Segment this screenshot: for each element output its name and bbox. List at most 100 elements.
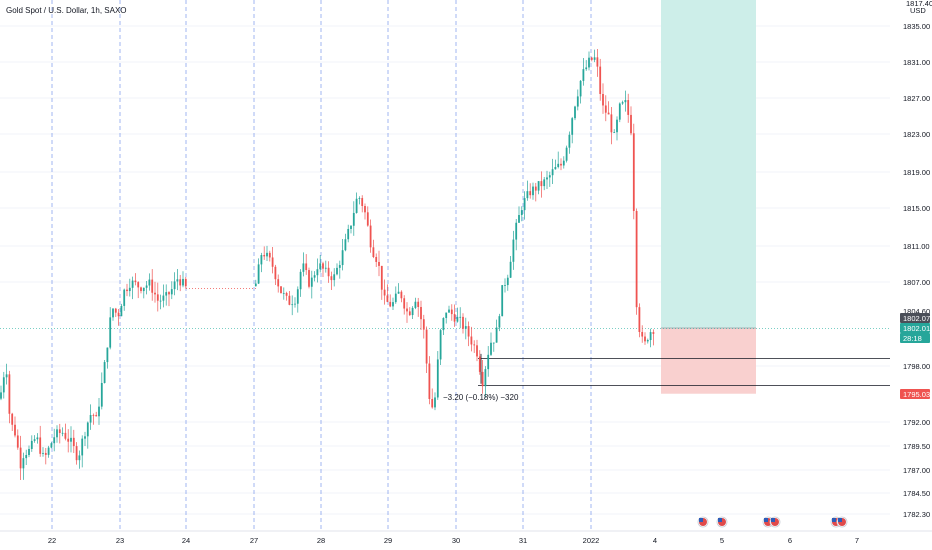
- candle-body: [36, 437, 39, 440]
- candle-body: [442, 318, 445, 331]
- price-tick-label: 1835.00: [903, 22, 930, 31]
- candle-body: [16, 435, 19, 448]
- drawing-lines[interactable]: [0, 288, 890, 387]
- candle-body: [114, 308, 117, 313]
- candle-body: [86, 422, 89, 437]
- price-tag-label: 28:18: [903, 334, 922, 343]
- grid: [0, 0, 890, 531]
- candle-body: [554, 166, 557, 170]
- candle-body: [635, 210, 638, 308]
- candle-body: [406, 308, 408, 312]
- time-tick-label: 28: [317, 536, 325, 545]
- candle-body: [336, 267, 338, 275]
- flag-canton: [699, 518, 703, 522]
- candle-body: [103, 362, 106, 383]
- price-tick-label: 1815.00: [903, 204, 930, 213]
- price-tick-label: 1792.00: [903, 418, 930, 427]
- candle-body: [386, 295, 389, 302]
- price-tag-label: 1802.07: [903, 314, 930, 323]
- candle-body: [322, 263, 324, 269]
- candle-body: [459, 316, 462, 318]
- time-tick-label: 4: [653, 536, 657, 545]
- price-tick-label: 1831.00: [903, 58, 930, 67]
- candle-body: [378, 261, 380, 266]
- candle-body: [56, 429, 58, 438]
- price-axis-bg: [890, 0, 932, 550]
- candle-body: [89, 414, 92, 423]
- candle-body: [285, 292, 288, 296]
- candle-body: [44, 452, 47, 455]
- candle-body: [428, 363, 431, 399]
- candle-body: [112, 308, 114, 318]
- candle-body: [515, 222, 518, 240]
- candle-body: [389, 301, 392, 307]
- candle-body: [470, 336, 473, 345]
- candle-body: [131, 280, 134, 288]
- candle-body: [537, 181, 540, 191]
- event-markers[interactable]: [697, 516, 848, 528]
- price-tag: [900, 313, 930, 323]
- candle-body: [403, 298, 406, 309]
- price-tag: [900, 333, 930, 343]
- candle-body: [179, 279, 182, 286]
- candle-body: [288, 295, 291, 305]
- candle-body: [19, 447, 22, 469]
- price-axis[interactable]: 1835.00 1831.00 1827.00 1823.00 1819.00 1815.…: [890, 0, 932, 550]
- candle-body: [364, 206, 366, 213]
- candle-body: [95, 415, 98, 417]
- flag-canton: [764, 518, 768, 522]
- measure-label: −3.20 (−0.18%) −320: [443, 393, 519, 402]
- candle-body: [294, 303, 296, 305]
- candle-body: [22, 458, 25, 469]
- candle-body: [28, 448, 30, 455]
- time-tick-label: 5: [720, 536, 724, 545]
- candle-body: [501, 285, 504, 317]
- candle-body: [154, 292, 156, 295]
- candle-body: [593, 57, 596, 60]
- axis-unit-label: USD: [910, 6, 926, 15]
- candle-body: [0, 392, 2, 399]
- candle-body: [369, 225, 372, 248]
- candle-body: [526, 191, 529, 199]
- candle-body: [613, 132, 616, 134]
- candle-body: [375, 257, 378, 262]
- candle-body: [422, 319, 425, 330]
- candle-body: [473, 344, 476, 346]
- candle-body: [571, 118, 574, 135]
- candle-body: [448, 309, 450, 313]
- price-tag: [900, 389, 930, 399]
- candle-body: [120, 305, 123, 317]
- candle-body: [576, 96, 579, 107]
- candle-body: [159, 300, 162, 302]
- candle-body: [456, 316, 459, 322]
- candle-body: [417, 301, 420, 307]
- candle-body: [352, 212, 355, 226]
- candle-body: [47, 447, 50, 455]
- us-flag-icon: [769, 516, 781, 528]
- us-flag-icon: [836, 516, 848, 528]
- candle-body: [532, 186, 534, 196]
- candle-body: [392, 302, 394, 307]
- candle-body: [632, 133, 635, 211]
- candle-body: [344, 239, 347, 251]
- position-zones[interactable]: [661, 0, 756, 394]
- candle-body: [117, 312, 120, 317]
- candle-body: [380, 265, 383, 290]
- price-tag-label: 1795.03: [903, 390, 930, 399]
- candle-body: [453, 314, 456, 322]
- candle-body: [310, 277, 313, 287]
- candle-body: [481, 371, 484, 387]
- candle-body: [579, 80, 582, 97]
- candle-body: [53, 437, 56, 444]
- candle-body: [338, 265, 341, 268]
- candle-body: [565, 147, 568, 161]
- candle-body: [302, 263, 305, 272]
- candle-body: [585, 67, 588, 70]
- candle-body: [627, 100, 630, 115]
- candle-body: [145, 285, 148, 288]
- time-axis[interactable]: 22 23 24 27 28 29 30 31 2022 4 5 6 7: [0, 530, 932, 545]
- candle-body: [106, 347, 109, 363]
- candle-body: [173, 281, 176, 290]
- candle-body: [140, 287, 142, 292]
